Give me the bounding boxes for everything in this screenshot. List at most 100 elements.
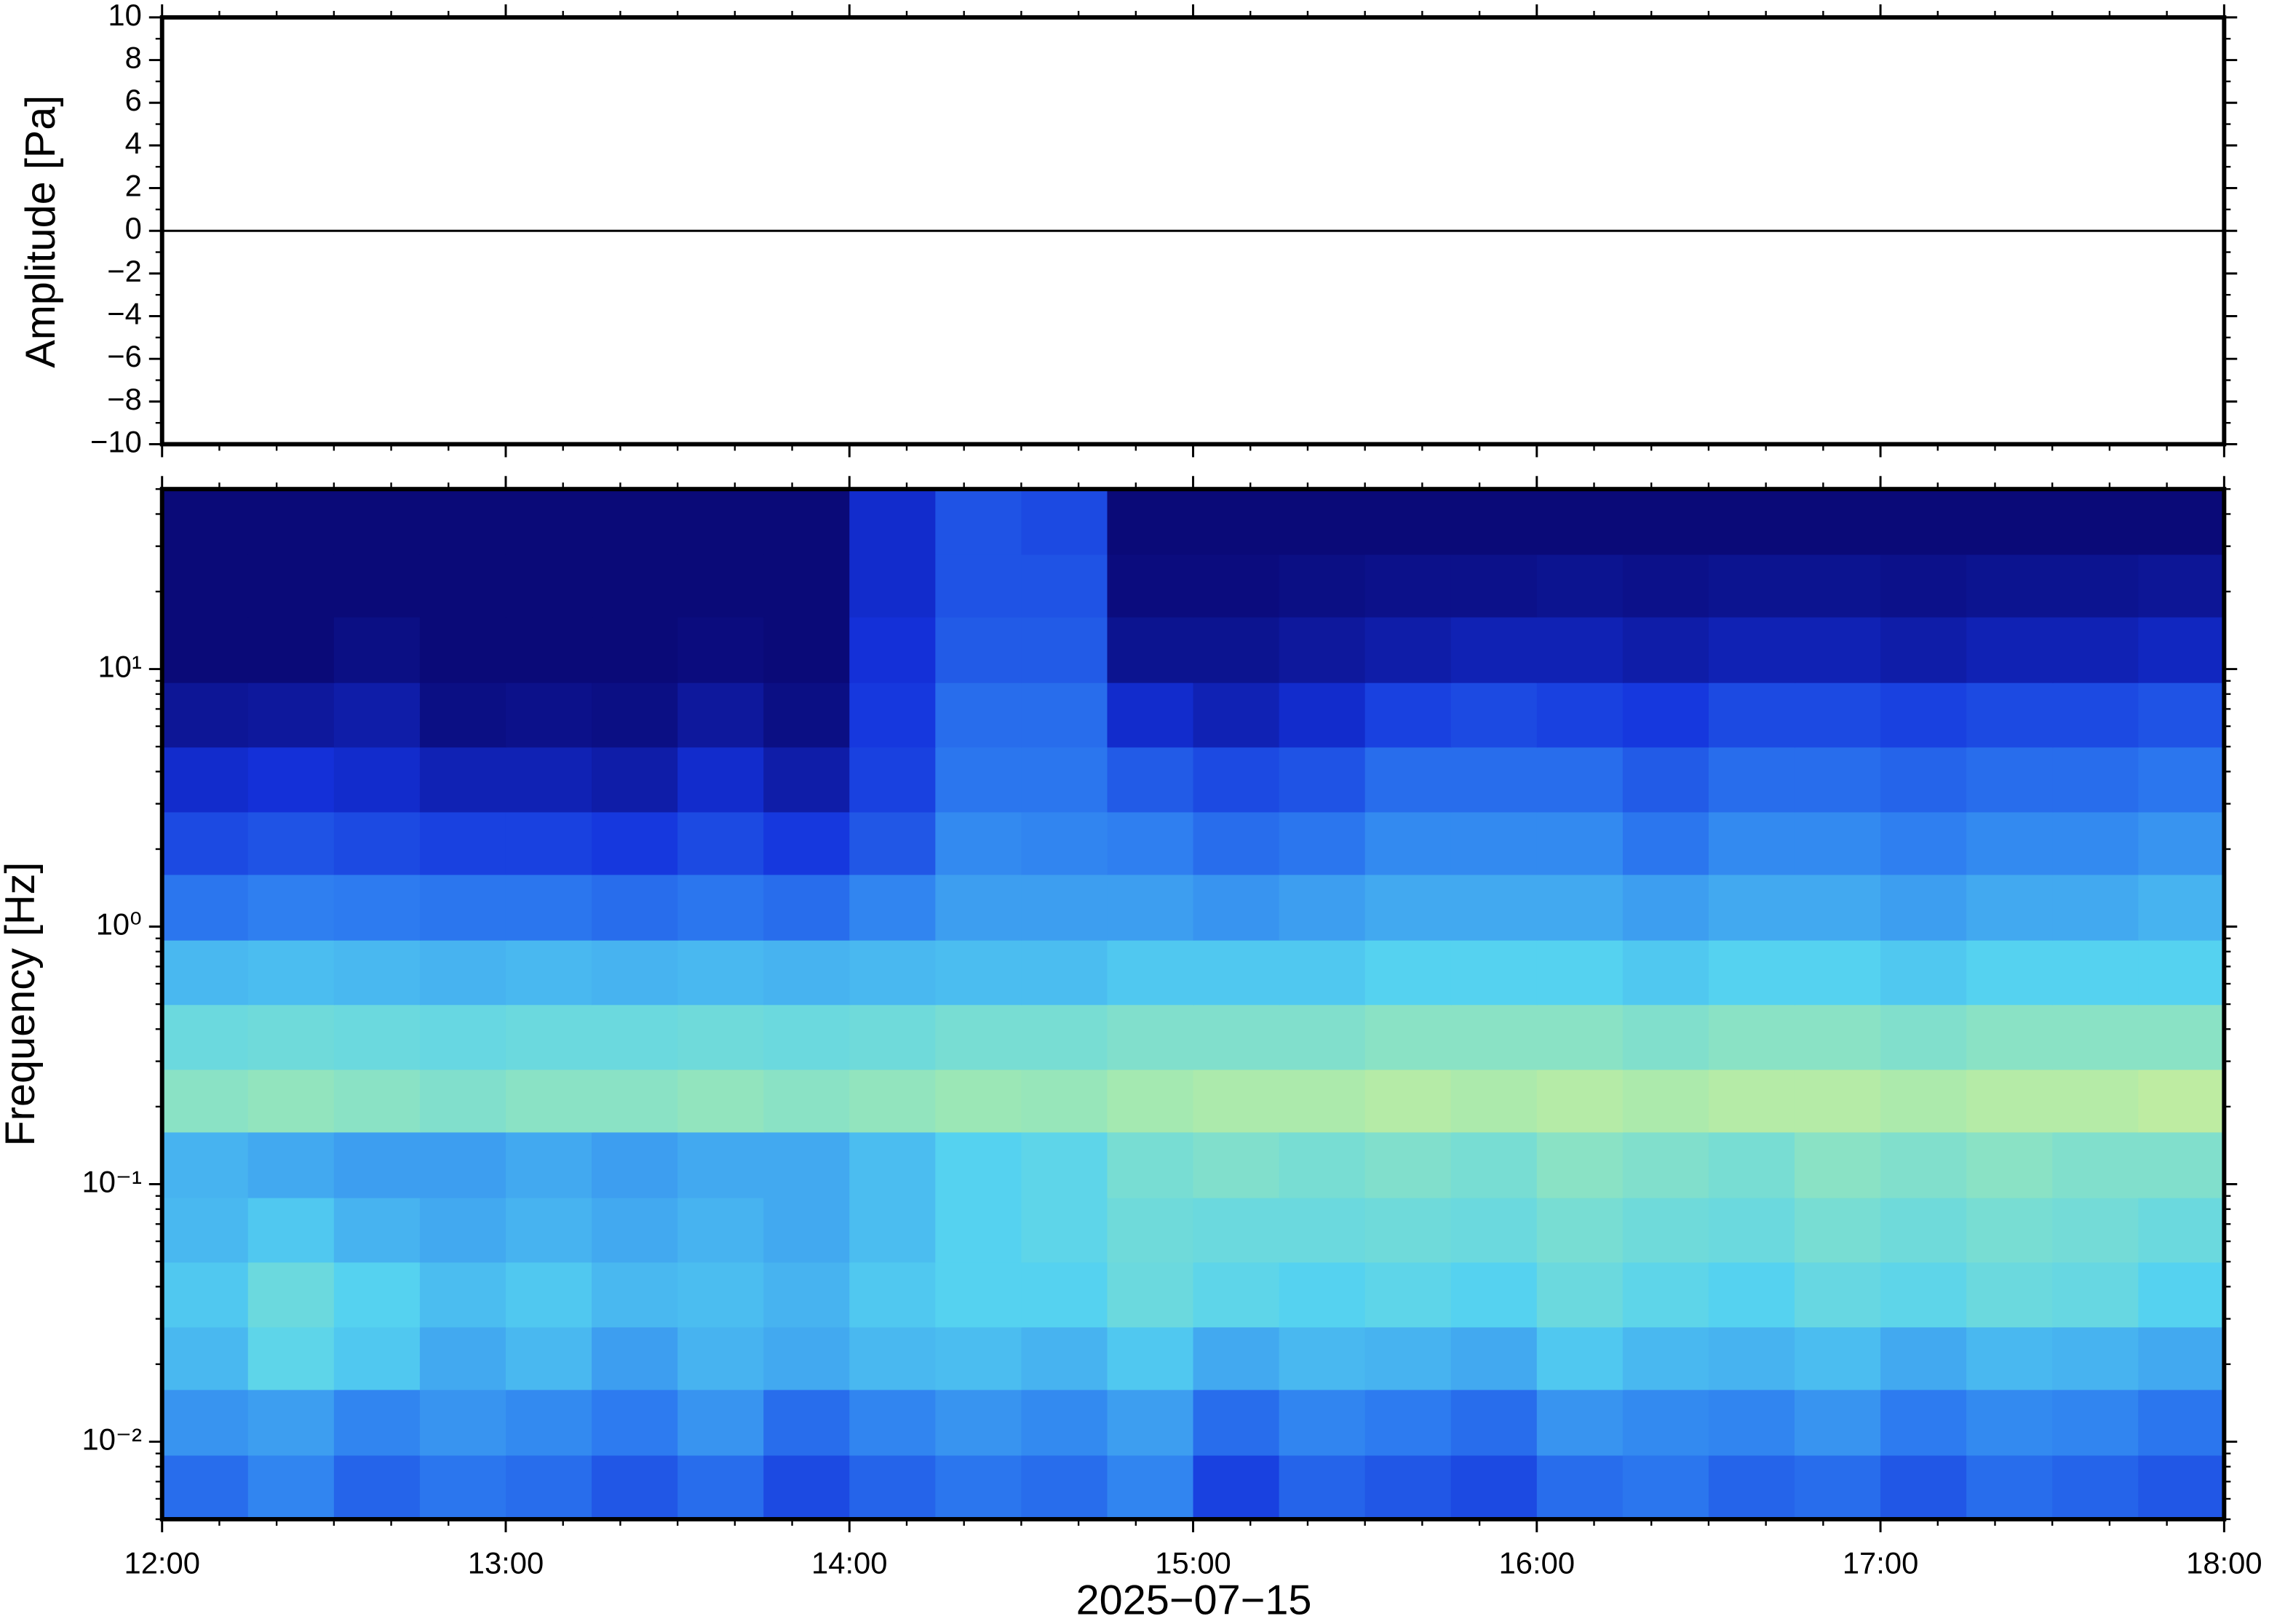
heatmap-cell	[1880, 1389, 1968, 1456]
y-tick-label: 10⁻²	[82, 1422, 141, 1456]
heatmap-cell	[935, 682, 1022, 748]
heatmap-cell	[419, 1069, 507, 1133]
y-tick-label: −2	[107, 254, 142, 288]
heatmap-cell	[763, 1326, 851, 1390]
heatmap-cell	[763, 616, 851, 683]
heatmap-cell	[1450, 489, 1538, 555]
heatmap-cell	[419, 682, 507, 748]
heatmap-cell	[1021, 1004, 1108, 1070]
heatmap-cell	[1279, 939, 1366, 1006]
heatmap-cell	[763, 1004, 851, 1070]
heatmap-cell	[1795, 1262, 1882, 1328]
heatmap-cell	[1450, 1004, 1538, 1070]
heatmap-cell	[1279, 1131, 1366, 1198]
heatmap-cell	[1193, 489, 1280, 555]
heatmap-cell	[1966, 1197, 2054, 1263]
heatmap-cell	[1107, 1326, 1194, 1390]
heatmap-cell	[1966, 682, 2054, 748]
heatmap-cell	[247, 682, 335, 748]
heatmap-cell	[849, 1262, 937, 1328]
heatmap-cell	[1795, 874, 1882, 941]
heatmap-cell	[333, 1326, 421, 1390]
heatmap-cell	[162, 489, 249, 555]
heatmap-cell	[849, 747, 937, 813]
heatmap-cell	[505, 1004, 593, 1070]
heatmap-cell	[763, 1131, 851, 1198]
heatmap-cell	[1708, 554, 1796, 618]
heatmap-cell	[677, 1197, 765, 1263]
heatmap-cell	[849, 1389, 937, 1456]
heatmap-cell	[1364, 489, 1452, 555]
heatmap-cell	[247, 1389, 335, 1456]
heatmap-cell	[849, 554, 937, 618]
heatmap-cell	[1966, 1131, 2054, 1198]
heatmap-cell	[1880, 616, 1968, 683]
heatmap-cell	[1622, 1389, 1710, 1456]
heatmap-cell	[1708, 1197, 1796, 1263]
heatmap-cell	[1193, 747, 1280, 813]
heatmap-cell	[505, 554, 593, 618]
heatmap-cell	[763, 682, 851, 748]
heatmap-cell	[1536, 1389, 1624, 1456]
y-tick-label: 10	[108, 0, 141, 32]
heatmap-cell	[1021, 1389, 1108, 1456]
heatmap-cell	[419, 1326, 507, 1390]
heatmap-cell	[2138, 1197, 2225, 1263]
heatmap-cell	[505, 616, 593, 683]
heatmap-cell	[2138, 1262, 2225, 1328]
heatmap-cell	[1107, 489, 1194, 555]
heatmap-cell	[247, 554, 335, 618]
heatmap-cell	[935, 616, 1022, 683]
y-tick-label: 10¹	[98, 650, 142, 684]
heatmap-cell	[1450, 1131, 1538, 1198]
heatmap-cell	[1880, 1069, 1968, 1133]
heatmap-cell	[247, 1004, 335, 1070]
heatmap-cell	[1364, 616, 1452, 683]
heatmap-cell	[1966, 874, 2054, 941]
heatmap-cell	[2052, 1069, 2139, 1133]
heatmap-cell	[162, 1454, 249, 1521]
heatmap-cell	[162, 1197, 249, 1263]
heatmap-cell	[333, 1262, 421, 1328]
heatmap-cell	[505, 1326, 593, 1390]
heatmap-cell	[2052, 489, 2139, 555]
x-tick-label: 12:00	[124, 1546, 199, 1580]
heatmap-cell	[1966, 1069, 2054, 1133]
x-tick-label: 17:00	[1843, 1546, 1918, 1580]
heatmap-cell	[162, 1326, 249, 1390]
x-tick-label: 13:00	[468, 1546, 544, 1580]
heatmap-cell	[935, 1326, 1022, 1390]
heatmap-cell	[1021, 1262, 1108, 1328]
heatmap-cell	[1708, 1069, 1796, 1133]
heatmap-cell	[677, 1389, 765, 1456]
heatmap-cell	[849, 939, 937, 1006]
heatmap-cell	[419, 554, 507, 618]
heatmap-cell	[162, 1004, 249, 1070]
heatmap-cell	[1279, 682, 1366, 748]
heatmap-cell	[1364, 1389, 1452, 1456]
heatmap-cell	[849, 1326, 937, 1390]
heatmap-cell	[505, 874, 593, 941]
heatmap-cell	[592, 616, 679, 683]
heatmap-cell	[1795, 554, 1882, 618]
heatmap-cell	[1364, 747, 1452, 813]
heatmap-cell	[1450, 1389, 1538, 1456]
heatmap-cell	[1107, 1197, 1194, 1263]
heatmap-cell	[1966, 1454, 2054, 1521]
heatmap-cell	[1450, 1454, 1538, 1521]
heatmap-cell	[1708, 1004, 1796, 1070]
heatmap-cell	[1622, 682, 1710, 748]
heatmap-cell	[1880, 939, 1968, 1006]
heatmap-cell	[2052, 1262, 2139, 1328]
heatmap-cell	[247, 1197, 335, 1263]
heatmap-cell	[2138, 616, 2225, 683]
y-axis-label: Frequency [Hz]	[0, 862, 44, 1147]
heatmap-cell	[1107, 682, 1194, 748]
heatmap-cell	[677, 1004, 765, 1070]
heatmap-cell	[1364, 1131, 1452, 1198]
heatmap-cell	[935, 1069, 1022, 1133]
heatmap-cell	[1279, 811, 1366, 875]
heatmap-cell	[2138, 1326, 2225, 1390]
heatmap-cell	[1966, 811, 2054, 875]
